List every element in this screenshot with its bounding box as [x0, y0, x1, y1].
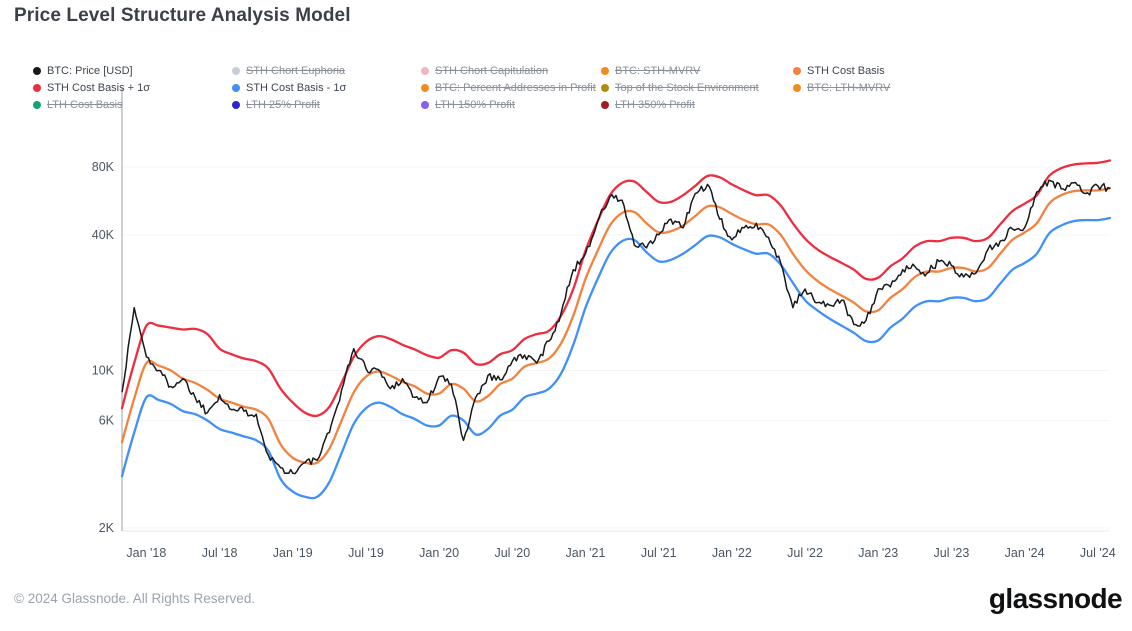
legend-item[interactable]: STH Cost Basis + 1σ [33, 81, 150, 94]
x-axis-label: Jan '20 [419, 546, 459, 560]
legend-item[interactable]: STH Chort Capitulation [421, 64, 596, 77]
series-line-sth-cost-basis-1 [120, 216, 1112, 500]
legend-item[interactable]: BTC: STH-MVRV [601, 64, 759, 77]
legend-item[interactable]: LTH 350% Profit [601, 98, 759, 111]
legend-series-dot [33, 66, 41, 75]
legend-series-dot [793, 66, 801, 75]
legend-series-dot [421, 66, 429, 75]
y-axis-label: 6K [99, 413, 115, 427]
x-axis-label: Jul '19 [348, 546, 384, 560]
x-axis-label: Jan '23 [858, 546, 898, 560]
legend-series-dot [793, 83, 801, 92]
legend-item[interactable]: BTC: LTH-MVRV [793, 81, 890, 94]
legend-item[interactable]: STH Cost Basis [793, 64, 890, 77]
legend-series-label: LTH Cost Basis [47, 98, 123, 111]
legend-series-dot [33, 100, 41, 109]
legend-item[interactable]: BTC: Price [USD] [33, 64, 150, 77]
legend-series-dot [33, 83, 41, 92]
legend-series-dot [421, 83, 429, 92]
legend-series-label: STH Cost Basis [807, 64, 885, 77]
legend-series-label: STH Chort Capitulation [435, 64, 549, 77]
series-line-sth-cost-basis [120, 186, 1112, 466]
legend-series-label: BTC: LTH-MVRV [807, 81, 891, 94]
x-axis-label: Jan '18 [126, 546, 166, 560]
legend-series-dot [232, 66, 240, 75]
x-axis-label: Jan '22 [712, 546, 752, 560]
legend-series-dot [232, 100, 240, 109]
x-axis-label: Jan '19 [273, 546, 313, 560]
legend-series-label: BTC: STH-MVRV [615, 64, 701, 77]
legend-series-label: STH Cost Basis + 1σ [47, 81, 151, 94]
x-axis-label: Jul '23 [934, 546, 970, 560]
legend-item[interactable]: STH Chort Euphoria [232, 64, 346, 77]
legend-series-label: BTC: Price [USD] [47, 64, 133, 77]
legend-series-dot [601, 83, 609, 92]
legend-item[interactable]: Top of the Stock Environment [601, 81, 759, 94]
y-axis-label: 10K [92, 363, 115, 377]
legend-column: STH Chort Capitulation BTC: Percent Addre… [421, 64, 596, 111]
series-line-btc-price-usd [121, 179, 1111, 475]
legend-column: BTC: STH-MVRV Top of the Stock Environmen… [601, 64, 759, 111]
legend-series-label: LTH 350% Profit [615, 98, 695, 111]
legend-series-label: LTH 25% Profit [246, 98, 320, 111]
x-axis-label: Jul '20 [494, 546, 530, 560]
legend-item[interactable]: LTH 25% Profit [232, 98, 346, 111]
x-axis-label: Jan '21 [566, 546, 606, 560]
legend-series-dot [601, 100, 609, 109]
x-axis-label: Jul '18 [202, 546, 238, 560]
legend-item[interactable]: BTC: Percent Addresses in Profit [421, 81, 596, 94]
y-axis-label: 2K [99, 521, 115, 535]
y-axis-label: 80K [92, 160, 115, 174]
chart-legend: BTC: Price [USD] STH Cost Basis + 1σ LTH C… [0, 0, 1132, 120]
legend-series-dot [421, 100, 429, 109]
legend-column: STH Chort Euphoria STH Cost Basis - 1σ LTH… [232, 64, 346, 111]
legend-series-dot [232, 83, 240, 92]
y-axis-label: 40K [92, 228, 115, 242]
legend-series-label: LTH 150% Profit [435, 98, 515, 111]
copyright-text: © 2024 Glassnode. All Rights Reserved. [14, 591, 256, 606]
page-title: Price Level Structure Analysis Model [14, 5, 351, 26]
x-axis-label: Jul '21 [641, 546, 677, 560]
legend-item[interactable]: LTH 150% Profit [421, 98, 596, 111]
legend-series-label: BTC: Percent Addresses in Profit [435, 81, 596, 94]
legend-item[interactable]: LTH Cost Basis [33, 98, 150, 111]
legend-column: STH Cost Basis BTC: LTH-MVRV [793, 64, 890, 94]
legend-series-dot [601, 66, 609, 75]
x-axis-label: Jan '24 [1005, 546, 1045, 560]
legend-item[interactable]: STH Cost Basis - 1σ [232, 81, 346, 94]
legend-series-label: STH Chort Euphoria [246, 64, 346, 77]
x-axis-label: Jul '24 [1080, 546, 1116, 560]
legend-series-label: STH Cost Basis - 1σ [246, 81, 347, 94]
series-line-sth-cost-basis-1 [120, 159, 1112, 418]
glassnode-logo: glassnode [988, 583, 1123, 614]
legend-series-label: Top of the Stock Environment [615, 81, 759, 94]
legend-column: BTC: Price [USD] STH Cost Basis + 1σ LTH C… [33, 64, 150, 111]
x-axis-label: Jul '22 [787, 546, 823, 560]
